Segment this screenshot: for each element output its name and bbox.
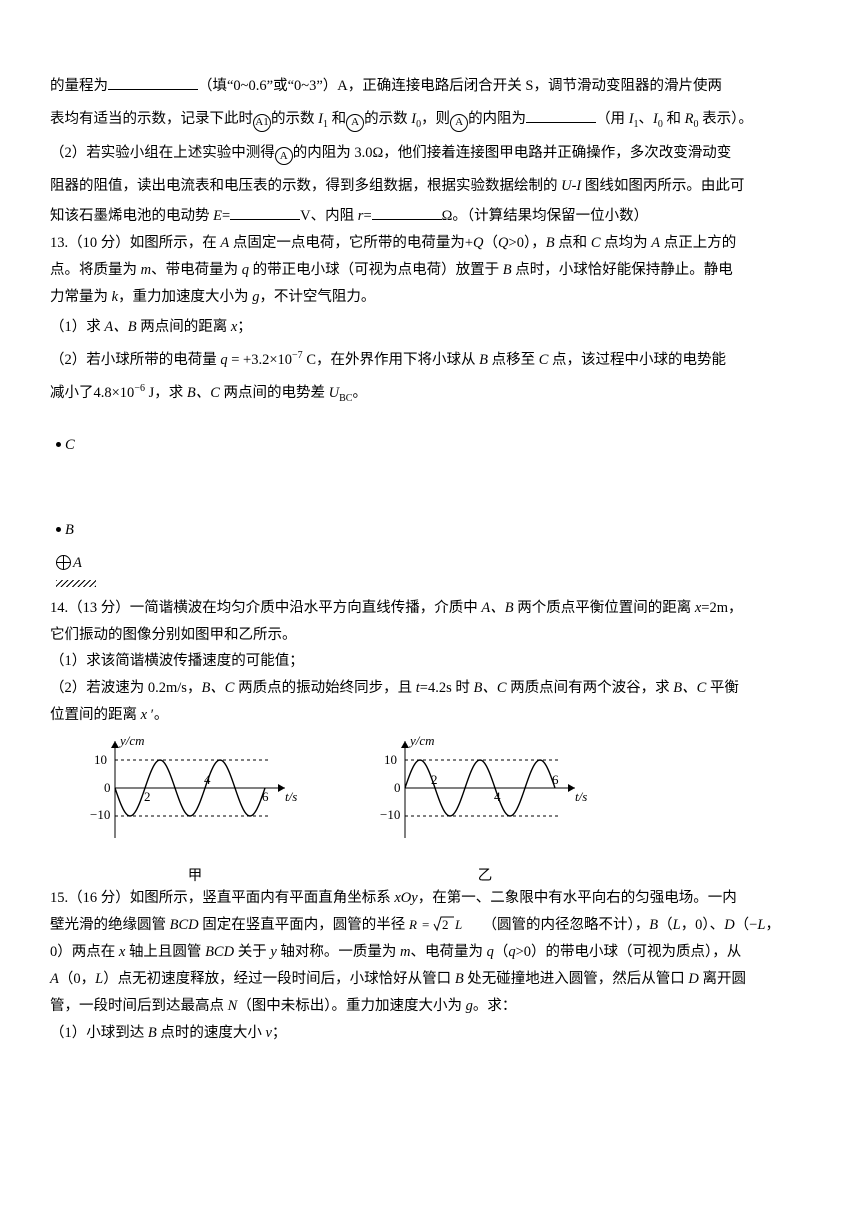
- point-b-icon: [56, 527, 61, 532]
- ammeter-a-icon: A: [346, 114, 364, 132]
- formula-r-icon: R = 2 L: [409, 914, 479, 934]
- blank-emf[interactable]: [230, 205, 300, 221]
- text-part2b: 阻器的阻值，读出电流表和电压表的示数，得到多组数据，根据实验数据绘制的 U-I …: [50, 170, 810, 203]
- svg-text:t/s: t/s: [285, 789, 297, 804]
- svg-text:0: 0: [394, 780, 401, 795]
- point-c-icon: [56, 442, 61, 447]
- svg-text:t/s: t/s: [575, 789, 587, 804]
- q15-line2: 壁光滑的绝缘圆管 BCD 固定在竖直平面内，圆管的半径 R = 2 L （圆管的…: [50, 912, 810, 939]
- q15-line3: 0）两点在 x 轴上且圆管 BCD 关于 y 轴对称。一质量为 m、电荷量为 q…: [50, 939, 810, 966]
- q15-line1: 15.（16 分）如图所示，竖直平面内有平面直角坐标系 xOy，在第一、二象限中…: [50, 885, 810, 912]
- text-part2c: 知该石墨烯电池的电动势 E=V、内阻 r=Ω。（计算结果均保留一位小数）: [50, 203, 810, 230]
- svg-text:L: L: [454, 917, 462, 932]
- q13-sub2b: 减小了4.8×10−6 J，求 B、C 两点间的电势差 UBC。: [50, 377, 810, 410]
- blank-r[interactable]: [372, 205, 442, 221]
- svg-text:=: =: [422, 917, 429, 932]
- q15-line5: 管，一段时间后到达最高点 N（图中未标出）。重力加速度大小为 g。求：: [50, 993, 810, 1020]
- blank-resistance[interactable]: [526, 108, 596, 124]
- diagram-points: C B A: [50, 411, 810, 595]
- svg-text:2: 2: [144, 789, 151, 804]
- q13-line3: 力常量为 k，重力加速度大小为 g，不计空气阻力。: [50, 284, 810, 311]
- svg-text:0: 0: [104, 780, 111, 795]
- svg-text:−10: −10: [380, 807, 400, 822]
- svg-text:4: 4: [494, 789, 501, 804]
- ground-hatch-icon: [56, 580, 96, 587]
- svg-text:2: 2: [442, 917, 449, 932]
- q13-line1: 13.（10 分）如图所示，在 A 点固定一点电荷，它所带的电荷量为+Q（Q>0…: [50, 230, 810, 257]
- chart-jia: 0 10 −10 2 4 6 y/cm t/s: [90, 733, 300, 853]
- svg-text:6: 6: [552, 772, 559, 787]
- svg-text:y/cm: y/cm: [118, 733, 145, 748]
- svg-text:6: 6: [262, 789, 269, 804]
- q15-line4: A（0，L）点无初速度释放，经过一段时间后，小球恰好从管口 B 处无碰撞地进入圆…: [50, 966, 810, 993]
- svg-text:−10: −10: [90, 807, 110, 822]
- q14-sub1: （1）求该简谐横波传播速度的可能值；: [50, 648, 810, 675]
- q13-line2: 点。将质量为 m、带电荷量为 q 的带正电小球（可视为点电荷）放置于 B 点时，…: [50, 257, 810, 284]
- svg-text:4: 4: [204, 772, 211, 787]
- text-readings: 表均有适当的示数，记录下此时A1的示数 I1 和A的示数 I0，则A的内阻为（用…: [50, 103, 810, 136]
- svg-text:10: 10: [94, 752, 107, 767]
- q14-sub2b: 位置间的距离 x ′。: [50, 702, 810, 729]
- text-range-blank: 的量程为（填“0~0.6”或“0~3”）A，正确连接电路后闭合开关 S，调节滑动…: [50, 70, 810, 103]
- q14-line1: 14.（13 分）一简谐横波在均匀介质中沿水平方向直线传播，介质中 A、B 两个…: [50, 595, 810, 622]
- svg-text:R: R: [409, 917, 417, 932]
- svg-text:10: 10: [384, 752, 397, 767]
- q13-sub1: （1）求 A、B 两点间的距离 x；: [50, 311, 810, 344]
- q15-sub1: （1）小球到达 B 点时的速度大小 v；: [50, 1020, 810, 1047]
- svg-text:y/cm: y/cm: [408, 733, 435, 748]
- ammeter-a-icon: A: [450, 114, 468, 132]
- caption-jia: 甲: [90, 866, 300, 885]
- charge-plus-icon: [56, 555, 71, 570]
- q14-sub2a: （2）若波速为 0.2m/s，B、C 两质点的振动始终同步，且 t=4.2s 时…: [50, 675, 810, 702]
- q13-sub2a: （2）若小球所带的电荷量 q = +3.2×10−7 C，在外界作用下将小球从 …: [50, 344, 810, 377]
- svg-text:2: 2: [431, 772, 438, 787]
- ammeter-a-icon: A: [275, 147, 293, 165]
- caption-yi: 乙: [380, 866, 590, 885]
- ammeter-a1-icon: A1: [253, 114, 271, 132]
- chart-yi: 0 10 −10 2 4 6 y/cm t/s: [380, 733, 590, 853]
- text-part2a: （2）若实验小组在上述实验中测得A的内阻为 3.0Ω，他们接着连接图甲电路并正确…: [50, 137, 810, 170]
- blank-range[interactable]: [108, 75, 198, 91]
- q14-line2: 它们振动的图像分别如图甲和乙所示。: [50, 622, 810, 649]
